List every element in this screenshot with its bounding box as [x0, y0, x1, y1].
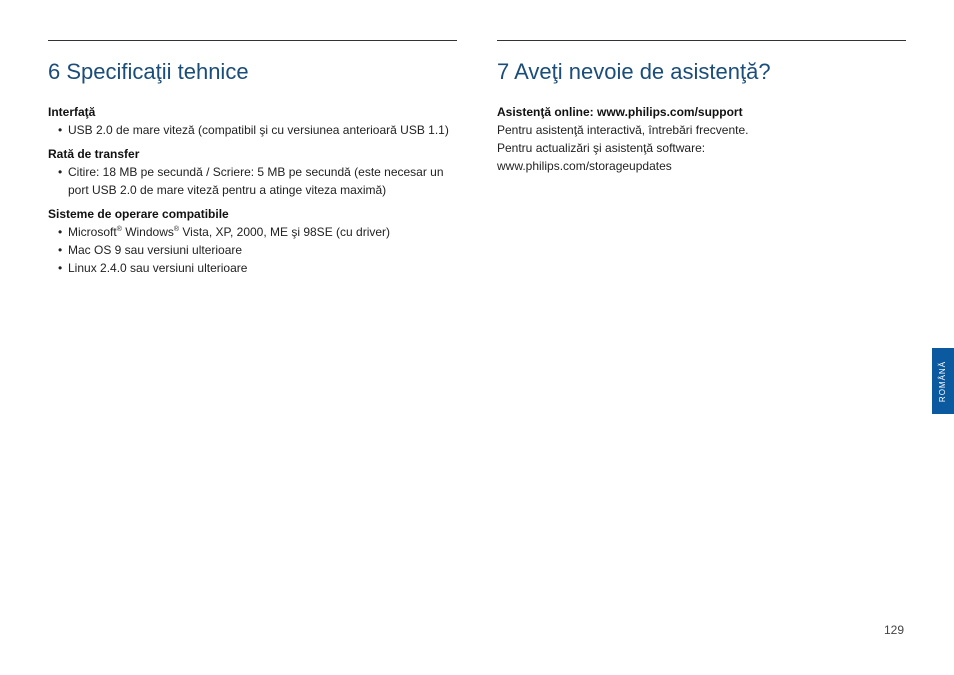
- os-text-mid: Windows: [122, 225, 174, 239]
- os-text-post: Vista, XP, 2000, ME şi 98SE (cu driver): [179, 225, 390, 239]
- subhead-os-compat: Sisteme de operare compatibile: [48, 207, 457, 221]
- left-column: 6 Specificaţii tehnice Interfaţă USB 2.0…: [48, 40, 457, 283]
- subhead-interface: Interfaţă: [48, 105, 457, 119]
- list-item: Linux 2.4.0 sau versiuni ulterioare: [58, 259, 457, 277]
- subhead-online-support: Asistenţă online: www.philips.com/suppor…: [497, 105, 906, 119]
- os-list: Microsoft® Windows® Vista, XP, 2000, ME …: [48, 223, 457, 277]
- support-line-2: Pentru actualizări şi asistenţă software…: [497, 139, 906, 157]
- subhead-transfer-rate: Rată de transfer: [48, 147, 457, 161]
- section-6-title: 6 Specificaţii tehnice: [48, 59, 457, 85]
- page-number: 129: [884, 623, 904, 637]
- support-line-1: Pentru asistenţă interactivă, întrebări …: [497, 121, 906, 139]
- language-tab-label: ROMÂNĂ: [939, 360, 948, 401]
- right-column: 7 Aveţi nevoie de asistenţă? Asistenţă o…: [497, 40, 906, 283]
- language-tab: ROMÂNĂ: [932, 348, 954, 414]
- list-item: USB 2.0 de mare viteză (compatibil şi cu…: [58, 121, 457, 139]
- list-item: Mac OS 9 sau versiuni ulterioare: [58, 241, 457, 259]
- transfer-rate-list: Citire: 18 MB pe secundă / Scriere: 5 MB…: [48, 163, 457, 199]
- page: 6 Specificaţii tehnice Interfaţă USB 2.0…: [0, 0, 954, 283]
- list-item: Citire: 18 MB pe secundă / Scriere: 5 MB…: [58, 163, 457, 199]
- support-line-3: www.philips.com/storageupdates: [497, 157, 906, 175]
- interface-list: USB 2.0 de mare viteză (compatibil şi cu…: [48, 121, 457, 139]
- section-7-title: 7 Aveţi nevoie de asistenţă?: [497, 59, 906, 85]
- os-text-pre: Microsoft: [68, 225, 117, 239]
- list-item: Microsoft® Windows® Vista, XP, 2000, ME …: [58, 223, 457, 241]
